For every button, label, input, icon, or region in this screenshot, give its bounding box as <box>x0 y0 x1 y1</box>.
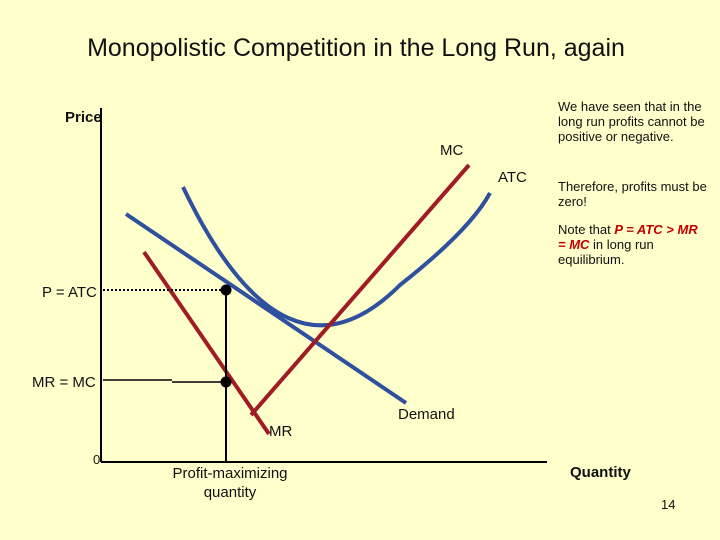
quantity-axis-label: Quantity <box>570 464 631 481</box>
mr-label: MR <box>269 423 293 440</box>
price-axis-label: Price <box>65 109 102 126</box>
quantity-caption: Profit-maximizing quantity <box>155 464 305 502</box>
mc-curve <box>249 163 471 417</box>
note3-gt: > <box>662 222 678 237</box>
mr-curve <box>142 250 271 436</box>
page-number: 14 <box>661 497 676 512</box>
atc-label: ATC <box>498 169 527 186</box>
note-equilibrium: Note that P = ATC > MR = MC in long run … <box>558 222 708 267</box>
mr-mc-point <box>220 376 232 388</box>
quantity-caption-line1: Profit-maximizing <box>172 465 288 482</box>
mr-mc-label: MR = MC <box>32 374 96 391</box>
note-zero-profit: Therefore, profits must be zero! <box>558 179 707 209</box>
note3-prefix: Note that <box>558 222 615 237</box>
demand-curve <box>124 212 408 405</box>
note-zero-profit-context: We have seen that in the long run profit… <box>558 99 705 144</box>
demand-label: Demand <box>398 406 455 423</box>
note3-mr-mc: MR = MC <box>558 222 698 252</box>
p-atc-point <box>220 284 232 296</box>
note3-p-atc: P = ATC <box>614 222 663 237</box>
mc-label: MC <box>440 142 464 159</box>
slide-title: Monopolistic Competition in the Long Run… <box>87 34 625 62</box>
p-atc-label: P = ATC <box>42 284 97 301</box>
note3-suffix: in long run equilibrium. <box>558 237 654 267</box>
origin-label: 0 <box>93 452 101 467</box>
atc-curve <box>181 186 492 328</box>
quantity-caption-line2: quantity <box>203 484 257 501</box>
